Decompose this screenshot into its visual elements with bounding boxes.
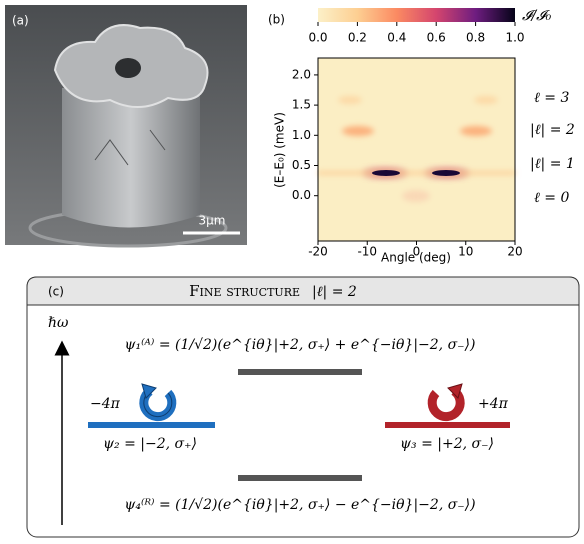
y-tick-label: 0.0 — [292, 188, 311, 202]
sem-image — [5, 5, 247, 246]
heatmap — [318, 58, 515, 241]
y-tick-label: 0.5 — [292, 158, 311, 172]
x-tick-label: -20 — [308, 245, 328, 259]
colorbar-tick-label: 0.4 — [387, 31, 406, 45]
equation: ψ₃ = |+2, σ₋⟩ — [400, 436, 494, 452]
figure: (a) 3μm (b) 𝓘/𝓘₀ 0.0 0.2 0.4 0.6 0.8 1.0 -20 -… — [0, 0, 584, 540]
phase-label: +4π — [478, 396, 509, 412]
y-tick-label: 1.0 — [292, 128, 311, 142]
colorbar-tick-label: 0.0 — [308, 31, 327, 45]
phase-label: −4π — [90, 396, 121, 412]
equation: ψ₄⁽ᴿ⁾ = (1/√2)(e^{iθ}|+2, σ₊⟩ − e^{−iθ}|… — [124, 497, 475, 513]
panel-label: (c) — [48, 285, 64, 299]
panel-title: Fine structure — [189, 282, 300, 300]
colorbar-tick-label: 0.2 — [348, 31, 367, 45]
equation: ψ₁⁽ᴬ⁾ = (1/√2)(e^{iθ}|+2, σ₊⟩ + e^{−iθ}|… — [125, 337, 476, 353]
mode-label: ℓ = 0 — [534, 190, 569, 206]
panel-title-math: |ℓ| = 2 — [312, 284, 357, 300]
equation: ψ₂ = |−2, σ₊⟩ — [103, 436, 197, 452]
x-tick-label: -10 — [357, 245, 377, 259]
mode-label: ℓ = 3 — [534, 90, 569, 106]
colorbar-label: 𝓘/𝓘₀ — [522, 8, 552, 24]
y-axis-label: (E–E₀) (meV) — [273, 112, 287, 188]
mode-label: |ℓ| = 1 — [530, 156, 575, 172]
energy-axis-label: ℏω — [48, 315, 69, 331]
panel-header — [27, 277, 579, 305]
colorbar — [318, 8, 515, 22]
mode-label: |ℓ| = 2 — [530, 122, 575, 138]
y-tick-label: 1.5 — [292, 98, 311, 112]
colorbar-tick-label: 0.8 — [466, 31, 485, 45]
colorbar-tick-label: 0.6 — [427, 31, 446, 45]
panel-label: (a) — [12, 14, 29, 28]
colorbar-tick-label: 1.0 — [505, 31, 524, 45]
x-tick-label: 10 — [458, 245, 473, 259]
y-tick-label: 2.0 — [292, 67, 311, 81]
panel-label: (b) — [268, 13, 285, 27]
x-axis-label: Angle (deg) — [381, 251, 451, 265]
scale-bar-label: 3μm — [199, 214, 226, 228]
x-tick-label: 20 — [507, 245, 522, 259]
